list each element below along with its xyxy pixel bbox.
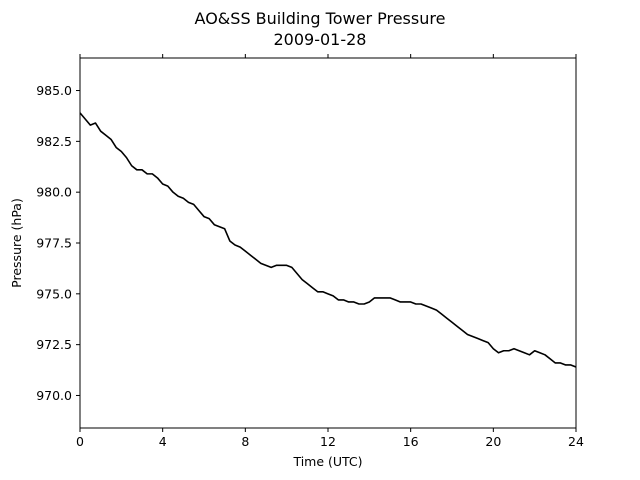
chart-title: AO&SS Building Tower Pressure xyxy=(195,9,446,28)
x-axis-label: Time (UTC) xyxy=(292,454,362,469)
x-tick-label: 20 xyxy=(485,434,501,449)
plot-frame xyxy=(79,57,577,429)
x-tick-label: 12 xyxy=(320,434,336,449)
y-tick-label: 975.0 xyxy=(36,286,72,301)
y-tick-label: 977.5 xyxy=(36,236,72,251)
y-tick-label: 980.0 xyxy=(36,185,72,200)
y-axis-label: Pressure (hPa) xyxy=(9,198,24,288)
x-tick-label: 24 xyxy=(568,434,584,449)
y-tick-label: 985.0 xyxy=(36,83,72,98)
x-tick-label: 8 xyxy=(241,434,249,449)
y-tick-label: 982.5 xyxy=(36,134,72,149)
plot-area: 0 4 8 12 16 20 24 970.0 972.5 975.0 977.5 980.0 982.… xyxy=(36,54,584,449)
y-tick-label: 972.5 xyxy=(36,337,72,352)
y-tick-label: 970.0 xyxy=(36,388,72,403)
pressure-series-line xyxy=(79,112,577,368)
x-tick-label: 0 xyxy=(76,434,84,449)
x-tick-label: 4 xyxy=(159,434,167,449)
chart-subtitle: 2009-01-28 xyxy=(274,30,367,49)
x-tick-label: 16 xyxy=(403,434,419,449)
